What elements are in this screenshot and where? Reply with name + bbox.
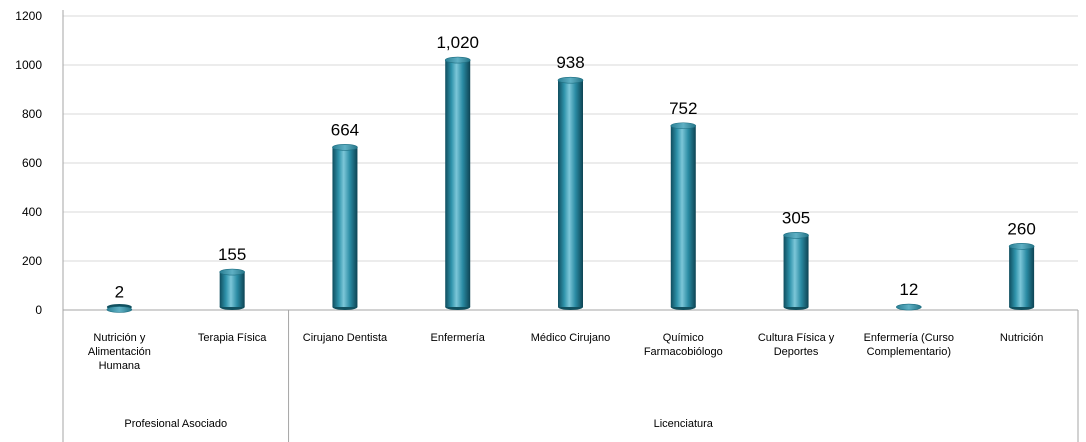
bar-cap: [896, 303, 922, 311]
category-label-line: Médico Cirujano: [531, 332, 610, 344]
group-label: Licenciatura: [654, 418, 714, 430]
data-label: 12: [899, 280, 918, 299]
category-label: Químico Farmacobiólogo: [644, 332, 723, 358]
category-label-line: Terapia Física: [198, 332, 267, 344]
bar: [1008, 243, 1035, 310]
category-label: Enfermería (Curso Complementario): [864, 332, 954, 358]
y-tick-label: 400: [22, 205, 42, 219]
data-label: 1,020: [436, 33, 479, 52]
category-label: Terapia Física: [198, 332, 267, 344]
y-tick-label: 600: [22, 156, 42, 170]
category-label-line: Cultura Física y: [758, 332, 835, 344]
bar: [444, 56, 471, 310]
bar-body: [670, 125, 696, 307]
category-label: Nutrición: [1000, 332, 1043, 344]
data-label: 260: [1007, 219, 1035, 238]
category-label-line: Humana: [99, 360, 141, 372]
category-label-line: Químico: [663, 332, 704, 344]
category-label-line: Complementario): [867, 346, 951, 358]
y-tick-label: 1200: [15, 9, 42, 23]
data-label: 305: [782, 208, 810, 227]
category-label-line: Farmacobiólogo: [644, 346, 723, 358]
bar-body: [1009, 246, 1035, 307]
y-tick-label: 0: [35, 303, 42, 317]
bar-cap: [106, 306, 133, 313]
bar: [896, 303, 922, 311]
bar-body: [445, 60, 471, 307]
y-tick-label: 1000: [15, 58, 42, 72]
category-label-line: Nutrición y: [93, 332, 145, 344]
bar-cap: [557, 76, 584, 84]
bar-cap: [1008, 243, 1035, 250]
category-label-line: Deportes: [774, 346, 819, 358]
bar: [670, 122, 697, 310]
data-label: 664: [331, 120, 359, 139]
data-label: 752: [669, 99, 697, 118]
bar-cap: [783, 231, 809, 239]
bars: [106, 56, 1035, 313]
category-label-line: Enfermería (Curso: [864, 332, 954, 344]
bar: [557, 76, 584, 310]
bar-body: [332, 147, 358, 307]
bar-body: [783, 235, 809, 307]
bar: [783, 231, 809, 310]
category-label: Enfermería: [431, 332, 486, 344]
y-tick-label: 200: [22, 254, 42, 268]
data-label: 155: [218, 245, 246, 264]
category-label: Médico Cirujano: [531, 332, 610, 344]
bar-body: [558, 80, 583, 307]
bar: [219, 268, 245, 310]
data-label: 2: [115, 283, 124, 302]
category-label-line: Enfermería: [431, 332, 486, 344]
bar-body: [219, 272, 245, 307]
y-tick-label: 800: [22, 107, 42, 121]
bar-cap: [332, 144, 358, 151]
category-label: Cirujano Dentista: [303, 332, 388, 344]
bar-cap: [444, 56, 471, 64]
category-label: Nutrición y Alimentación Humana: [88, 332, 151, 372]
bar-cap: [219, 268, 245, 276]
bar: [332, 144, 358, 310]
category-label-line: Alimentación: [88, 346, 151, 358]
bar-cap: [670, 122, 697, 130]
group-label: Profesional Asociado: [124, 418, 227, 430]
bar: [106, 304, 133, 313]
category-label-line: Nutrición: [1000, 332, 1043, 344]
category-label: Cultura Física y Deportes: [758, 332, 835, 358]
labels: 0 200 400 600 800 1000 1200 Profesional Asociad…: [15, 9, 1043, 430]
data-label: 938: [556, 53, 584, 72]
category-label-line: Cirujano Dentista: [303, 332, 388, 344]
